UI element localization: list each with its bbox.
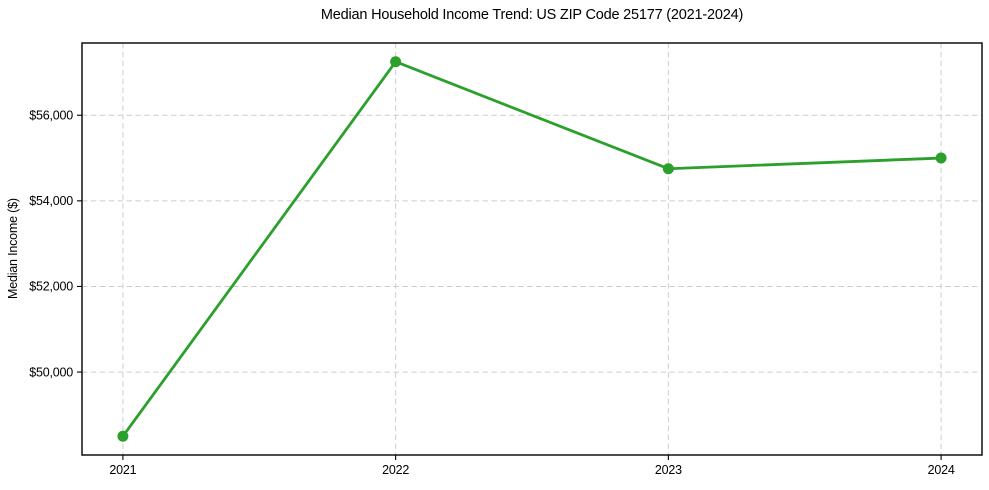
y-tick-label: $54,000 bbox=[29, 194, 73, 208]
chart-title: Median Household Income Trend: US ZIP Co… bbox=[320, 7, 744, 23]
x-tick-label: 2021 bbox=[109, 463, 136, 477]
y-tick-label: $52,000 bbox=[29, 280, 73, 294]
data-point-marker bbox=[935, 152, 947, 164]
data-point-marker bbox=[662, 163, 674, 175]
y-tick-label: $50,000 bbox=[29, 365, 73, 379]
x-tick-label: 2023 bbox=[655, 463, 682, 477]
data-point-marker bbox=[390, 56, 402, 68]
plot-border bbox=[81, 42, 983, 456]
x-tick-label: 2024 bbox=[928, 463, 955, 477]
x-tick-label: 2022 bbox=[382, 463, 409, 477]
y-tick-label: $56,000 bbox=[29, 108, 73, 122]
trend-line bbox=[121, 60, 943, 438]
data-point-marker bbox=[117, 430, 129, 442]
